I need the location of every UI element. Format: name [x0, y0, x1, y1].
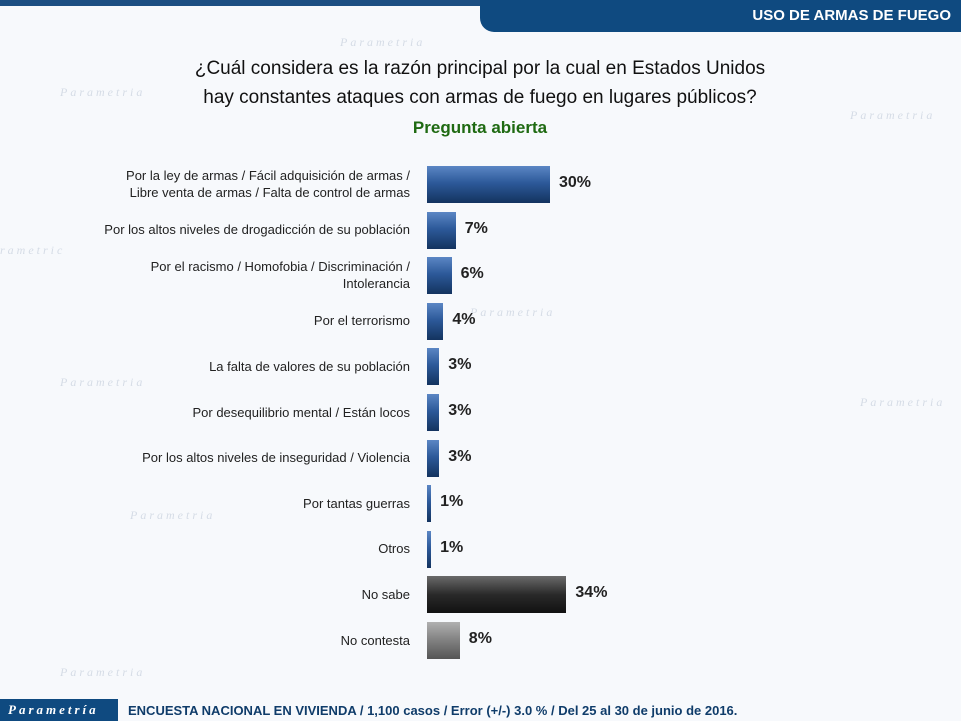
bar: [427, 348, 440, 386]
watermark: Parametria: [470, 305, 556, 319]
bar: [427, 394, 440, 431]
category-label: Por el racismo / Homofobia / Discriminac…: [151, 258, 410, 292]
category-label: Otros: [378, 540, 410, 557]
category-label-line: Por la ley de armas / Fácil adquisición …: [126, 168, 410, 183]
category-label: Por la ley de armas / Fácil adquisición …: [126, 167, 410, 201]
watermark: Parametria: [60, 85, 146, 99]
category-label: Por tantas guerras: [303, 495, 410, 512]
bar: [427, 211, 456, 249]
value-label: 3%: [448, 356, 472, 374]
section-tab: USO DE ARMAS DE FUEGO: [480, 0, 961, 32]
category-label: Por el terrorismo: [314, 312, 410, 329]
watermark: Parametria: [60, 375, 146, 389]
value-label: 1%: [440, 493, 464, 511]
value-label: 7%: [464, 219, 488, 237]
value-label: 1%: [440, 538, 464, 556]
category-label-line: No sabe: [361, 586, 410, 602]
watermark: Parametria: [130, 508, 216, 522]
bar: [427, 622, 460, 659]
category-label: Por los altos niveles de drogadicción de…: [104, 221, 410, 238]
bar: [427, 302, 444, 340]
category-label: No sabe: [362, 586, 410, 603]
category-label-line: La falta de valores de su población: [209, 358, 410, 374]
watermark: Parametria: [340, 35, 426, 49]
watermark: rametric: [0, 243, 66, 257]
value-label: 3%: [448, 402, 472, 419]
footer-text: ENCUESTA NACIONAL EN VIVIENDA / 1,100 ca…: [128, 703, 738, 718]
value-label: 6%: [460, 265, 484, 283]
category-label-line: Libre venta de armas / Falta de control …: [129, 185, 410, 200]
category-label-line: Por los altos niveles de inseguridad / V…: [142, 450, 410, 466]
value-label: 4%: [452, 310, 476, 328]
category-label-line: Por el racismo / Homofobia / Discriminac…: [150, 259, 410, 275]
chart-title-line1: ¿Cuál considera es la razón principal po…: [194, 58, 766, 79]
bar: [427, 439, 440, 477]
bar: [427, 166, 550, 203]
category-label: La falta de valores de su población: [209, 358, 410, 375]
category-label-line: Por el terrorismo: [313, 313, 410, 329]
bar: [427, 576, 567, 614]
watermark: Parametria: [860, 395, 946, 409]
bar: [427, 530, 432, 568]
category-label-line: Otros: [378, 541, 410, 557]
bar: [427, 257, 452, 295]
bar: [427, 485, 432, 523]
section-title: USO DE ARMAS DE FUEGO: [752, 7, 951, 24]
parametria-logo: Parametría: [0, 699, 118, 721]
watermark: Parametria: [60, 665, 146, 679]
category-label-line: Por tantas guerras: [303, 495, 410, 511]
value-label: 3%: [448, 447, 472, 465]
value-label: 30%: [559, 174, 592, 191]
category-label-line: Intolerancia: [342, 276, 410, 292]
chart-title-line2: hay constantes ataques con armas de fueg…: [203, 87, 757, 108]
watermark: Parametria: [850, 108, 936, 122]
chart-subtitle: Pregunta abierta: [412, 118, 548, 137]
category-label: Por desequilibrio mental / Están locos: [192, 404, 410, 421]
category-label-line: Por los altos niveles de drogadicción de…: [104, 222, 410, 238]
category-label: No contesta: [341, 632, 410, 649]
category-label: Por los altos niveles de inseguridad / V…: [142, 449, 410, 466]
value-label: 34%: [575, 584, 608, 602]
category-label-line: Por desequilibrio mental / Están locos: [192, 404, 410, 420]
value-label: 8%: [468, 630, 492, 647]
category-label-line: No contesta: [340, 632, 410, 648]
